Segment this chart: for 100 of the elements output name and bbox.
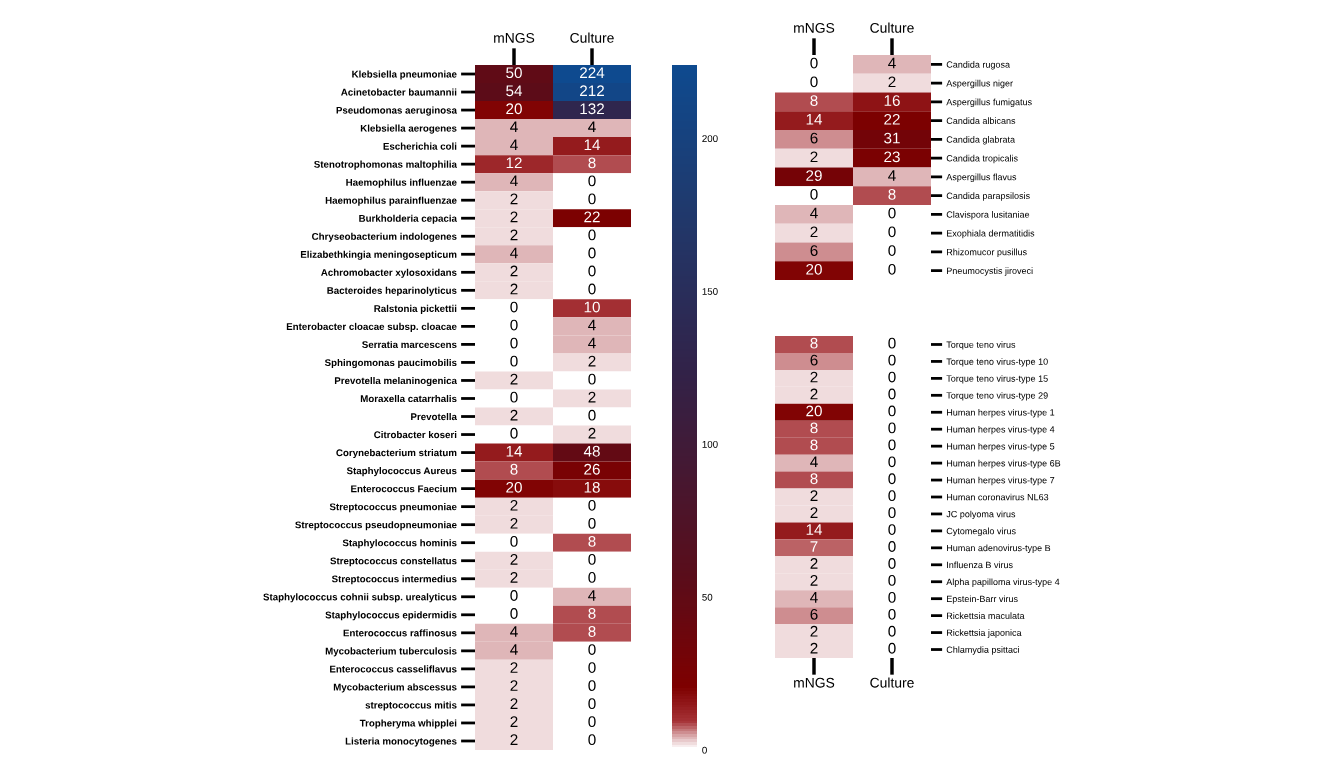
data-label: 0 <box>888 625 896 637</box>
y-tick-label: Staphylococcus hominis <box>342 539 457 549</box>
y-tick-label: Chlamydia psittaci <box>946 646 1019 655</box>
data-label: 0 <box>888 524 896 535</box>
y-tick-label: Human herpes virus-type 7 <box>947 476 1055 486</box>
y-tick-label: Enterococcus Faecium <box>351 485 457 493</box>
y-tick-label: Enterococcus raffinosus <box>343 629 457 637</box>
data-label: 0 <box>888 473 896 485</box>
y-tick-label: Elizabethkingia meningosepticum <box>300 250 457 260</box>
data-label: 0 <box>888 263 896 275</box>
color-bar-label: 100 <box>702 440 718 448</box>
data-label: 4 <box>588 319 596 331</box>
data-label: 4 <box>510 644 518 655</box>
y-tick-label: Staphylococcus Aureus <box>346 467 457 477</box>
y-tick-label: Human herpes virus-type 1 <box>947 408 1055 418</box>
y-tick-label: Haemophilus parainfluenzae <box>325 196 457 206</box>
y-tick-label: Exophiala dermatitidis <box>947 229 1035 239</box>
data-label: 2 <box>810 371 818 383</box>
color-bar-label: 50 <box>702 593 713 601</box>
data-label: 8 <box>810 337 818 349</box>
data-label: 2 <box>810 490 818 501</box>
data-label: 0 <box>888 405 896 417</box>
data-label: 4 <box>588 337 596 349</box>
data-label: 2 <box>510 698 518 709</box>
data-label: 0 <box>510 391 518 403</box>
data-label: 0 <box>810 76 818 88</box>
data-label: 2 <box>510 409 518 421</box>
data-label: 16 <box>884 95 900 106</box>
data-label: 20 <box>506 103 522 115</box>
y-tick-label: Serratia marcescens <box>362 340 457 349</box>
y-tick-label: Candida rugosa <box>946 61 1011 70</box>
data-label: 0 <box>888 541 896 552</box>
data-label: 2 <box>510 680 518 691</box>
y-tick-label: streptococcus mitis <box>365 701 457 711</box>
y-tick-label: Candida parapsilosis <box>946 192 1030 201</box>
data-label: 2 <box>588 427 596 439</box>
data-label: 8 <box>810 439 818 451</box>
data-label: 2 <box>510 283 518 295</box>
data-label: 22 <box>884 113 900 125</box>
x-tick-label: mNGS <box>494 32 535 43</box>
data-label: 14 <box>806 524 823 535</box>
y-tick-label: Tropheryma whipplei <box>359 719 457 729</box>
y-tick-label: Aspergillus niger <box>946 79 1013 89</box>
data-label: 0 <box>810 188 818 200</box>
data-label: 2 <box>510 499 518 511</box>
data-label: 0 <box>888 490 896 502</box>
y-tick-label: Human herpes virus-type 4 <box>947 425 1055 435</box>
data-label: 2 <box>510 265 518 277</box>
y-tick-label: Citrobacter koseri <box>374 431 457 439</box>
data-label: 0 <box>588 734 596 746</box>
data-label: 20 <box>506 481 522 493</box>
data-label: 0 <box>510 608 518 619</box>
y-tick-label: Aspergillus fumigatus <box>946 98 1032 108</box>
data-label: 224 <box>580 67 605 78</box>
data-label: 2 <box>588 355 596 367</box>
y-tick-label: Influenza B virus <box>947 561 1013 569</box>
data-label: 14 <box>584 139 601 151</box>
y-tick-label: Human coronavirus NL63 <box>947 493 1049 501</box>
y-tick-label: Torque teno virus <box>946 341 1016 350</box>
y-tick-label: Rickettsia maculata <box>947 612 1025 619</box>
y-tick-label: Mycobacterium abscessus <box>333 683 457 693</box>
y-tick-label: Ralstonia pickettii <box>374 304 457 314</box>
x-tick-label: Culture <box>570 32 614 43</box>
data-label: 4 <box>588 590 596 601</box>
y-tick-label: Klebsiella aerogenes <box>360 124 457 134</box>
data-label: 20 <box>806 263 822 275</box>
data-label: 8 <box>888 188 896 200</box>
y-tick-label: Mycobacterium tuberculosis <box>325 647 457 657</box>
color-bar-label: 0 <box>702 746 707 754</box>
data-label: 0 <box>510 427 518 439</box>
y-tick-label: Candida albicans <box>946 117 1016 124</box>
y-tick-label: Streptococcus pneumoniae <box>329 503 457 513</box>
data-label: 8 <box>588 608 596 619</box>
data-label: 2 <box>510 734 518 745</box>
data-label: 2 <box>588 391 596 403</box>
y-tick-label: Rickettsia japonica <box>947 629 1022 638</box>
data-label: 2 <box>510 211 518 223</box>
y-tick-label: Enterococcus casseliflavus <box>330 665 457 673</box>
data-label: 6 <box>810 354 818 366</box>
y-tick-label: Torque teno virus-type 10 <box>946 358 1048 367</box>
data-label: 0 <box>588 662 596 673</box>
data-label: 0 <box>888 439 896 451</box>
data-label: 0 <box>888 507 896 519</box>
y-tick-label: Pneumocystis jiroveci <box>947 267 1033 276</box>
data-label: 0 <box>510 319 518 331</box>
data-label: 7 <box>810 541 818 552</box>
color-bar-label: 200 <box>702 135 718 143</box>
data-label: 4 <box>810 592 818 603</box>
y-tick-label: Human adenovirus-type B <box>947 544 1051 553</box>
data-label: 0 <box>888 207 896 219</box>
data-label: 8 <box>510 463 518 475</box>
data-label: 8 <box>810 473 818 485</box>
y-tick-label: Klebsiella pneumoniae <box>352 70 457 80</box>
data-label: 212 <box>580 85 604 96</box>
data-label: 18 <box>584 481 600 493</box>
data-label: 2 <box>810 388 818 400</box>
y-tick-label: Chryseobacterium indologenes <box>312 232 457 242</box>
y-tick-label: Moraxella catarrhalis <box>360 394 457 403</box>
y-tick-label: Haemophilus influenzae <box>346 178 457 188</box>
data-label: 0 <box>888 422 896 434</box>
